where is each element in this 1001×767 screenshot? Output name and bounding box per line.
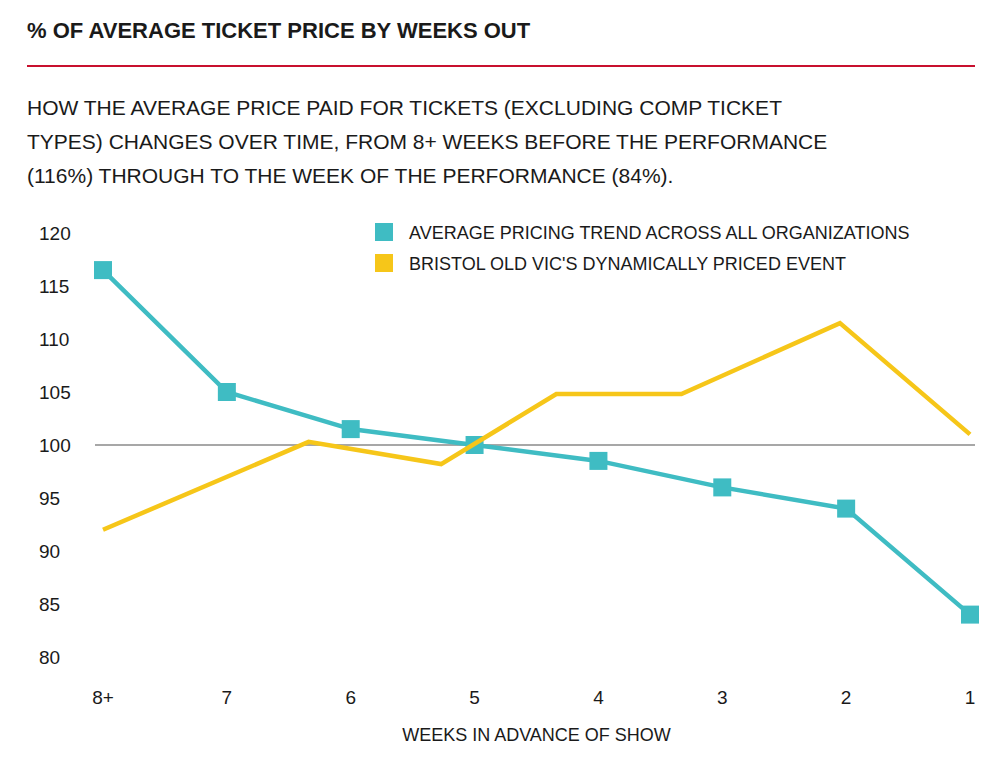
- marker: [713, 478, 731, 496]
- legend-swatch: [375, 254, 393, 272]
- subtitle: (116%) THROUGH TO THE WEEK OF THE PERFOR…: [27, 164, 673, 187]
- marker: [589, 452, 607, 470]
- y-tick-label: 95: [39, 488, 60, 509]
- y-tick-label: 100: [39, 435, 71, 456]
- legend-label: AVERAGE PRICING TREND ACROSS ALL ORGANIZ…: [409, 223, 909, 243]
- y-tick-label: 80: [39, 647, 60, 668]
- title: % OF AVERAGE TICKET PRICE BY WEEKS OUT: [27, 18, 531, 43]
- y-tick-label: 90: [39, 541, 60, 562]
- y-tick-label: 115: [39, 276, 69, 297]
- marker: [94, 261, 112, 279]
- y-tick-label: 105: [39, 382, 71, 403]
- legend: AVERAGE PRICING TREND ACROSS ALL ORGANIZ…: [375, 223, 909, 274]
- subtitle: TYPES) CHANGES OVER TIME, FROM 8+ WEEKS …: [27, 130, 827, 153]
- subtitle: HOW THE AVERAGE PRICE PAID FOR TICKETS (…: [27, 96, 782, 119]
- marker: [837, 500, 855, 518]
- series-line: [103, 323, 970, 530]
- x-axis-label: WEEKS IN ADVANCE OF SHOW: [402, 725, 671, 745]
- chart: % OF AVERAGE TICKET PRICE BY WEEKS OUT HO…: [0, 0, 1001, 767]
- x-tick-label: 2: [841, 687, 852, 708]
- legend-label: BRISTOL OLD VIC'S DYNAMICALLY PRICED EVE…: [409, 254, 846, 274]
- y-tick-label: 110: [39, 329, 69, 350]
- x-tick-label: 8+: [92, 687, 114, 708]
- y-tick-label: 120: [39, 223, 71, 244]
- x-tick-label: 5: [469, 687, 480, 708]
- x-tick-label: 4: [593, 687, 604, 708]
- baseline: [95, 444, 975, 446]
- legend-swatch: [375, 223, 393, 241]
- marker: [342, 420, 360, 438]
- y-tick-label: 85: [39, 594, 60, 615]
- marker: [218, 383, 236, 401]
- x-tick-label: 3: [717, 687, 728, 708]
- series-line: [103, 270, 970, 614]
- plot-area: [94, 261, 979, 623]
- x-tick-label: 1: [965, 687, 976, 708]
- title-rule: [27, 65, 975, 67]
- x-tick-label: 6: [345, 687, 356, 708]
- x-tick-label: 7: [222, 687, 233, 708]
- marker: [961, 606, 979, 624]
